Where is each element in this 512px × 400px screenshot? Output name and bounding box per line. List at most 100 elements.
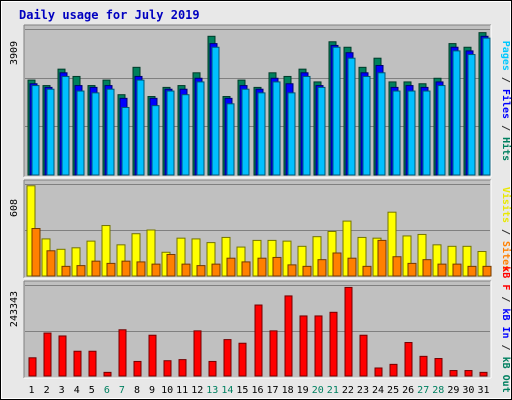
bar-pages-day-6 bbox=[106, 88, 115, 176]
bar-sites-day-17 bbox=[272, 256, 282, 277]
bar-pages-day-2 bbox=[46, 88, 55, 176]
bar-kb-f-day-9 bbox=[148, 334, 157, 377]
bar-sites-day-27 bbox=[422, 259, 432, 277]
bar-pages-day-9 bbox=[151, 105, 160, 176]
x-tick-label: 26 bbox=[402, 385, 414, 396]
bar-kb-f-day-19 bbox=[299, 315, 308, 377]
bar-kb-f-day-31 bbox=[479, 371, 488, 377]
x-tick-label: 31 bbox=[477, 385, 489, 396]
bar-sites-day-7 bbox=[121, 260, 131, 277]
x-tick-label: 16 bbox=[251, 385, 263, 396]
legend-entry: Pages bbox=[500, 41, 511, 71]
bar-pages-day-12 bbox=[196, 81, 205, 176]
bar-kb-f-day-13 bbox=[208, 360, 217, 377]
bar-visits-day-19 bbox=[297, 245, 307, 277]
bar-sites-day-22 bbox=[347, 257, 357, 277]
bar-visits-day-11 bbox=[176, 237, 186, 277]
x-tick-label: 2 bbox=[44, 385, 50, 396]
bar-pages-day-1 bbox=[31, 85, 40, 176]
bar-pages-day-3 bbox=[61, 75, 70, 176]
x-tick-label: 22 bbox=[342, 385, 354, 396]
bar-sites-day-25 bbox=[392, 256, 402, 277]
bar-kb-f-day-14 bbox=[223, 339, 232, 377]
bar-pages-day-22 bbox=[347, 57, 356, 176]
bar-sites-day-19 bbox=[302, 265, 312, 277]
bar-kb-f-day-11 bbox=[178, 359, 187, 377]
bar-visits-day-5 bbox=[86, 240, 96, 277]
bar-pages-day-31 bbox=[482, 37, 491, 176]
x-tick-label: 11 bbox=[176, 385, 188, 396]
x-tick-label: 1 bbox=[29, 385, 35, 396]
bar-visits-day-9 bbox=[146, 229, 156, 277]
bar-visits-day-7 bbox=[116, 244, 126, 277]
x-tick-label: 8 bbox=[134, 385, 140, 396]
bar-visits-day-8 bbox=[131, 233, 141, 277]
legend-entry: kB Out bbox=[500, 357, 511, 393]
y-max-label: 3909 bbox=[9, 41, 20, 65]
x-tick-label: 23 bbox=[357, 385, 369, 396]
x-tick-label: 7 bbox=[119, 385, 125, 396]
bar-kb-f-day-3 bbox=[58, 335, 67, 377]
bar-pages-day-24 bbox=[377, 72, 386, 176]
bar-pages-day-28 bbox=[437, 85, 446, 176]
x-tick-label: 27 bbox=[417, 385, 429, 396]
bar-kb-f-day-26 bbox=[404, 342, 413, 377]
bar-pages-day-21 bbox=[332, 46, 341, 176]
bar-pages-day-26 bbox=[407, 90, 416, 176]
bar-sites-day-2 bbox=[46, 250, 56, 277]
bar-sites-day-14 bbox=[226, 257, 236, 277]
x-tick-label: 12 bbox=[191, 385, 203, 396]
bar-kb-f-day-2 bbox=[43, 332, 52, 377]
bar-visits-day-29 bbox=[447, 245, 457, 277]
bar-sites-day-30 bbox=[467, 265, 477, 277]
bar-kb-f-day-8 bbox=[133, 360, 142, 377]
bar-visits-day-6 bbox=[101, 225, 111, 277]
legend-entry: kB F bbox=[500, 266, 511, 290]
bar-sites-day-10 bbox=[166, 253, 176, 277]
bar-pages-day-19 bbox=[302, 75, 311, 176]
x-tick-label: 17 bbox=[267, 385, 279, 396]
bar-sites-day-23 bbox=[362, 265, 372, 277]
panel-legend: kB F / kB In / kB Out bbox=[500, 266, 511, 392]
x-tick-label: 5 bbox=[89, 385, 95, 396]
legend-entry: Sites bbox=[500, 241, 512, 271]
bar-kb-f-day-22 bbox=[344, 286, 353, 377]
bar-pages-day-23 bbox=[362, 75, 371, 176]
x-tick-label: 28 bbox=[432, 385, 444, 396]
bar-sites-day-15 bbox=[241, 261, 251, 277]
bar-kb-f-day-23 bbox=[359, 334, 368, 377]
x-tick-label: 19 bbox=[297, 385, 309, 396]
x-tick-label: 15 bbox=[236, 385, 248, 396]
panel-hits-files-pages: 3909 Pages / Files / Hits bbox=[9, 24, 512, 178]
bar-sites-day-4 bbox=[76, 265, 86, 277]
bar-kb-f-day-28 bbox=[434, 358, 443, 377]
bar-kb-f-day-7 bbox=[118, 329, 127, 377]
legend-entry: / bbox=[500, 290, 511, 308]
x-tick-label: 13 bbox=[206, 385, 218, 396]
bar-kb-f-day-12 bbox=[193, 330, 202, 377]
bar-sites-day-8 bbox=[136, 261, 146, 277]
y-max-label: 243343 bbox=[9, 291, 20, 327]
bar-sites-day-29 bbox=[452, 263, 462, 277]
bar-pages-day-20 bbox=[317, 86, 326, 176]
bar-kb-f-day-24 bbox=[374, 367, 383, 377]
bar-sites-day-3 bbox=[61, 265, 71, 277]
bar-kb-f-day-20 bbox=[314, 315, 323, 377]
bar-sites-day-24 bbox=[377, 239, 387, 277]
bar-sites-day-21 bbox=[332, 252, 342, 277]
bar-sites-day-12 bbox=[196, 265, 206, 277]
x-tick-label: 20 bbox=[312, 385, 324, 396]
bar-pages-day-4 bbox=[76, 90, 85, 176]
bar-pages-day-8 bbox=[136, 79, 145, 176]
bar-visits-day-18 bbox=[282, 240, 292, 277]
x-tick-label: 18 bbox=[282, 385, 294, 396]
bar-pages-day-7 bbox=[121, 106, 130, 176]
legend-entry: / bbox=[500, 119, 511, 137]
bar-sites-day-5 bbox=[91, 260, 101, 277]
bar-kb-f-day-5 bbox=[88, 350, 97, 377]
bar-kb-f-day-21 bbox=[329, 311, 338, 377]
bar-pages-day-27 bbox=[422, 90, 431, 176]
bar-visits-day-3 bbox=[56, 248, 66, 277]
panel-legend: Pages / Files / Hits bbox=[500, 41, 512, 161]
bar-pages-day-5 bbox=[91, 92, 100, 176]
